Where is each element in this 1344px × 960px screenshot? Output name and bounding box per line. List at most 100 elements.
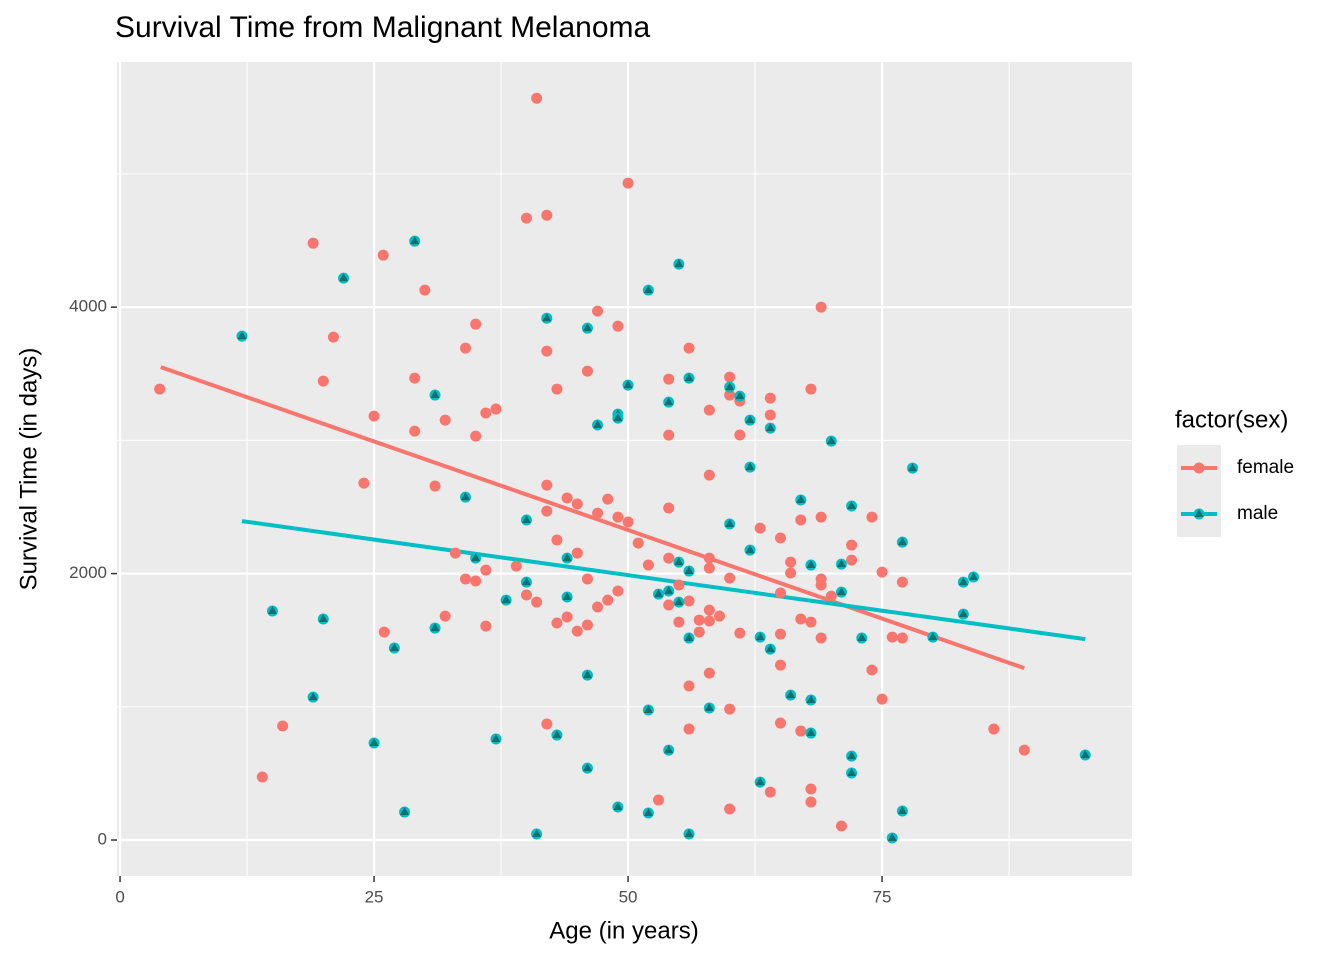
point bbox=[734, 627, 746, 639]
point-dot bbox=[561, 611, 573, 623]
point-dot bbox=[368, 410, 380, 422]
point-triangle bbox=[521, 577, 531, 586]
point bbox=[642, 704, 654, 716]
point bbox=[520, 589, 532, 601]
point bbox=[612, 412, 624, 424]
point-dot bbox=[724, 803, 736, 815]
point bbox=[957, 608, 969, 620]
point-triangle bbox=[725, 382, 735, 391]
point-dot bbox=[683, 342, 695, 354]
point-triangle bbox=[339, 273, 349, 282]
point bbox=[673, 556, 685, 568]
point bbox=[388, 642, 400, 654]
point bbox=[825, 435, 837, 447]
x-tick-label: 50 bbox=[619, 887, 638, 906]
point-dot bbox=[805, 383, 817, 395]
point-triangle bbox=[786, 690, 796, 699]
point-triangle bbox=[582, 670, 592, 679]
point bbox=[429, 622, 441, 634]
point bbox=[459, 342, 471, 354]
point bbox=[663, 599, 675, 611]
point-dot bbox=[805, 616, 817, 628]
point bbox=[683, 723, 695, 735]
point-dot bbox=[795, 514, 807, 526]
point-triangle bbox=[958, 577, 968, 586]
point-dot bbox=[510, 560, 522, 572]
point-dot bbox=[541, 505, 553, 517]
point-dot bbox=[632, 537, 644, 549]
point-dot bbox=[876, 693, 888, 705]
point bbox=[835, 820, 847, 832]
point-triangle bbox=[796, 495, 806, 504]
point bbox=[835, 558, 847, 570]
point bbox=[490, 403, 502, 415]
point-dot bbox=[409, 425, 421, 437]
point bbox=[612, 801, 624, 813]
point bbox=[561, 552, 573, 564]
point-triangle bbox=[897, 805, 907, 814]
point bbox=[815, 579, 827, 591]
point bbox=[713, 610, 725, 622]
point bbox=[632, 537, 644, 549]
point bbox=[683, 372, 695, 384]
point-triangle bbox=[847, 751, 857, 760]
point-dot bbox=[825, 590, 837, 602]
point-dot bbox=[876, 566, 888, 578]
point bbox=[703, 604, 715, 616]
point-dot bbox=[602, 493, 614, 505]
point bbox=[663, 502, 675, 514]
point bbox=[531, 596, 543, 608]
y-tick-label: 4000 bbox=[69, 297, 107, 316]
point bbox=[236, 330, 248, 342]
point bbox=[744, 414, 756, 426]
point-dot bbox=[551, 617, 563, 629]
legend-key-background bbox=[1177, 445, 1221, 537]
point-dot bbox=[602, 594, 614, 606]
point bbox=[774, 717, 786, 729]
point-triangle bbox=[389, 643, 399, 652]
point bbox=[795, 725, 807, 737]
point-dot bbox=[988, 723, 1000, 735]
point-dot bbox=[815, 301, 827, 313]
point bbox=[724, 703, 736, 715]
point bbox=[510, 560, 522, 572]
point-triangle bbox=[623, 380, 633, 389]
point-triangle bbox=[552, 730, 562, 739]
point-dot bbox=[480, 620, 492, 632]
point bbox=[754, 776, 766, 788]
x-tick-label: 0 bbox=[115, 887, 124, 906]
point bbox=[520, 514, 532, 526]
point-dot bbox=[571, 625, 583, 637]
point-dot bbox=[724, 389, 736, 401]
point-triangle bbox=[847, 768, 857, 777]
point bbox=[277, 720, 289, 732]
point bbox=[399, 806, 411, 818]
point bbox=[409, 425, 421, 437]
point bbox=[663, 373, 675, 385]
point bbox=[774, 532, 786, 544]
point-triangle bbox=[532, 829, 542, 838]
point-dot bbox=[774, 628, 786, 640]
point-triangle bbox=[582, 763, 592, 772]
point bbox=[703, 469, 715, 481]
fit-line bbox=[160, 365, 1025, 671]
point bbox=[541, 209, 553, 221]
point bbox=[846, 767, 858, 779]
point-dot bbox=[663, 373, 675, 385]
point bbox=[724, 389, 736, 401]
point bbox=[551, 383, 563, 395]
point bbox=[561, 611, 573, 623]
point bbox=[693, 614, 705, 626]
point bbox=[744, 461, 756, 473]
point-dot bbox=[551, 534, 563, 546]
point-dot bbox=[805, 783, 817, 795]
point bbox=[683, 342, 695, 354]
point-triangle bbox=[755, 632, 765, 641]
point bbox=[703, 702, 715, 714]
point-dot bbox=[480, 564, 492, 576]
point-triangle bbox=[664, 397, 674, 406]
point bbox=[581, 322, 593, 334]
chart-title: Survival Time from Malignant Melanoma bbox=[115, 11, 651, 44]
point bbox=[734, 390, 746, 402]
point bbox=[1193, 508, 1205, 520]
